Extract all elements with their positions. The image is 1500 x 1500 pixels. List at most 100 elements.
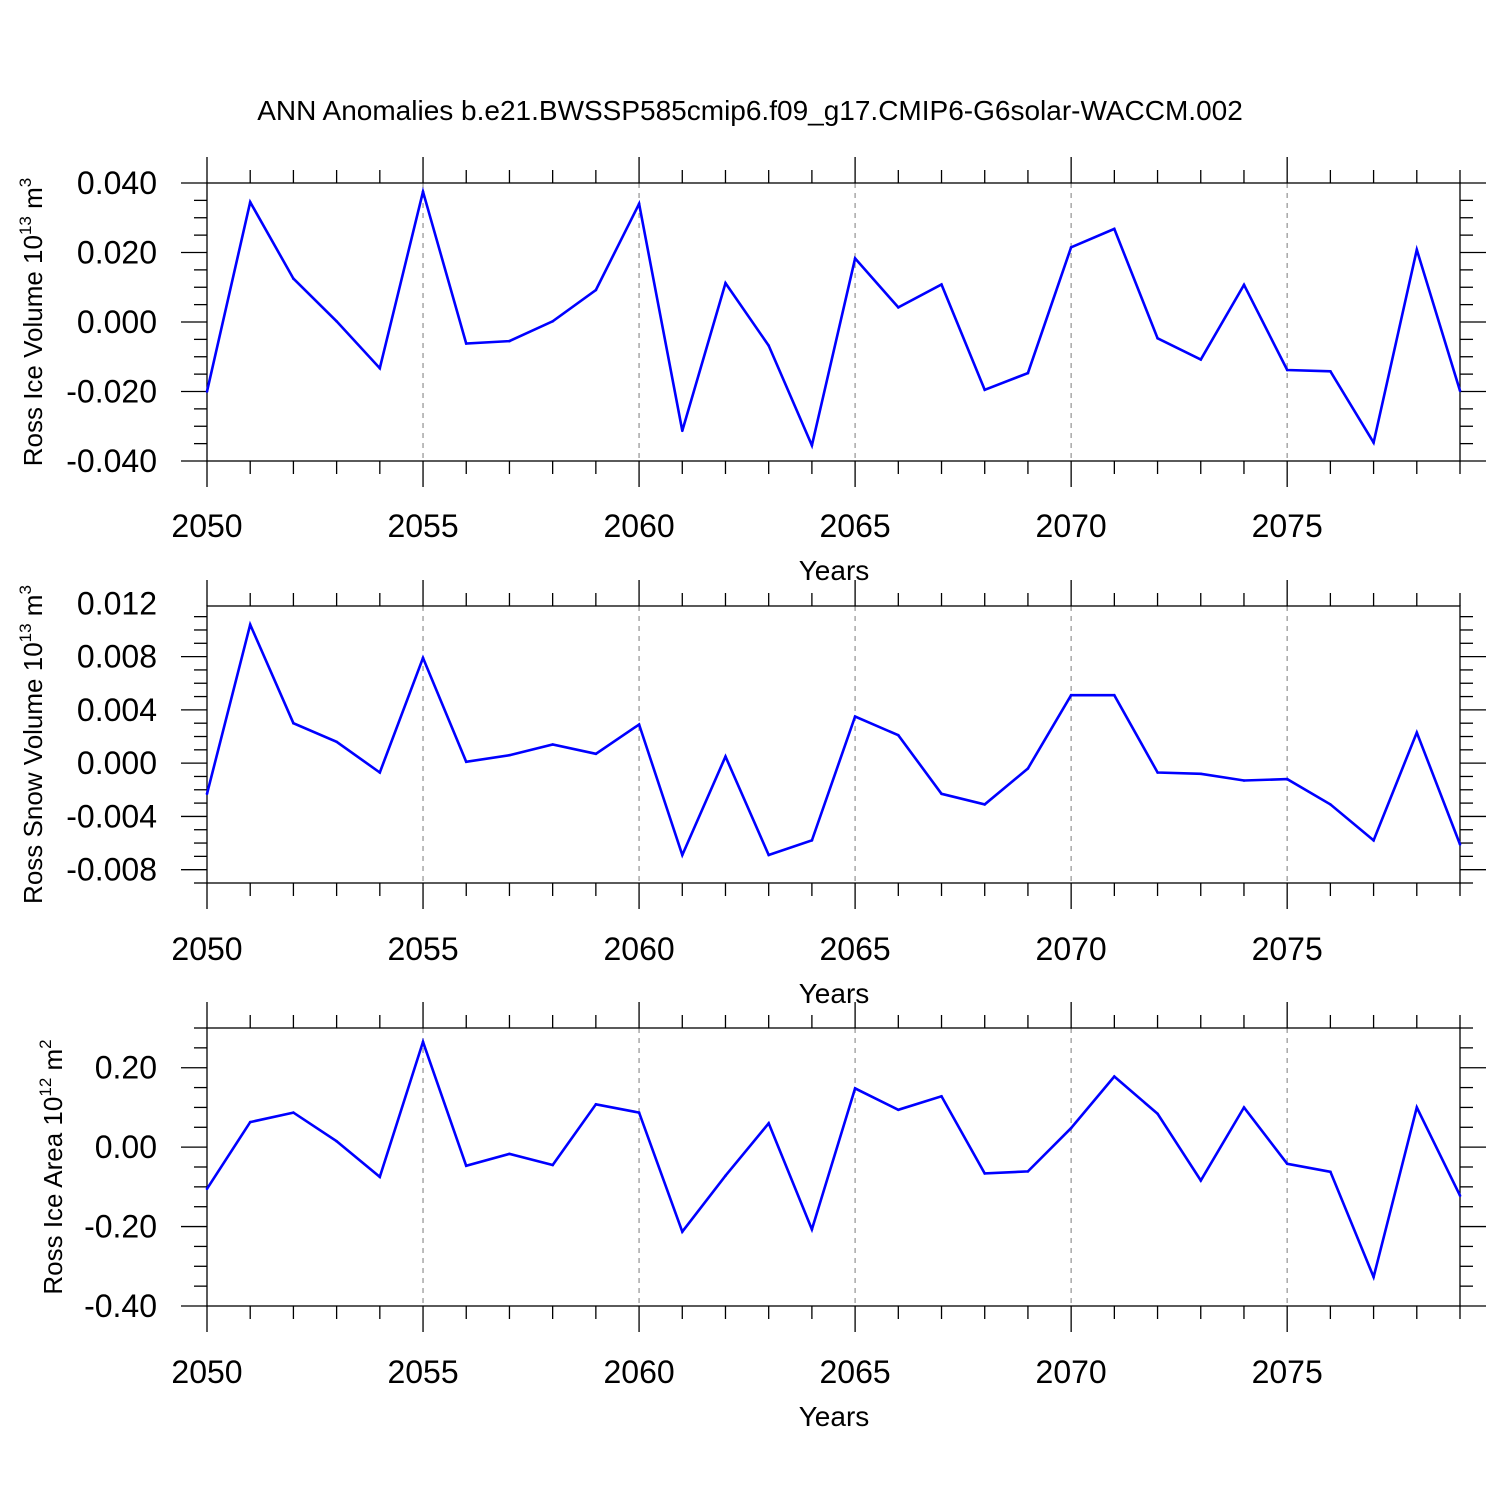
data-point (1242, 779, 1246, 782)
x-tick-label: 2075 (1252, 508, 1323, 544)
data-point (508, 1152, 511, 1156)
data-point (1026, 371, 1030, 375)
y-tick-label: 0.008 (77, 639, 157, 675)
data-point (508, 339, 511, 343)
panel-2: -0.008 -0.004 0.000 0.004 0.008 0.012 2050 2055… (16, 580, 1486, 1009)
data-point (637, 202, 641, 206)
data-point (853, 1087, 857, 1090)
y-tick-label: 0.000 (77, 745, 157, 781)
data-point (724, 281, 727, 285)
y-tick-label: 0.20 (95, 1050, 157, 1086)
data-point (292, 721, 295, 725)
data-point (205, 792, 209, 796)
x-tick-label: 2070 (1036, 1354, 1107, 1390)
data-point (853, 257, 857, 260)
x-tick-label: 2060 (603, 508, 674, 544)
data-point (292, 1111, 295, 1114)
data-point (594, 752, 598, 756)
data-point (1329, 370, 1332, 373)
data-point (378, 1175, 382, 1179)
y-axis-label: Ross Snow Volume 1013 m3 (16, 585, 48, 904)
y-tick-label: 0.004 (77, 692, 157, 728)
data-point (1415, 731, 1419, 734)
x-tick-label: 2060 (603, 1354, 674, 1390)
data-point (1372, 1275, 1375, 1279)
y-tick-label: 0.012 (77, 585, 157, 621)
data-point (205, 1187, 209, 1191)
data-point (335, 740, 338, 744)
x-axis-label: Years (799, 1401, 870, 1432)
data-point (681, 853, 684, 857)
y-tick-label: 0.000 (77, 304, 157, 340)
x-tick-label: 2065 (820, 1354, 891, 1390)
series-line (205, 1037, 1462, 1282)
y-tick-label: -0.20 (84, 1209, 157, 1245)
data-point (248, 623, 252, 626)
data-point (1113, 227, 1116, 231)
data-point (292, 277, 295, 280)
data-point (594, 288, 598, 292)
data-point (1372, 839, 1375, 842)
data-point (464, 342, 468, 345)
data-point (810, 839, 814, 842)
x-tick-label: 2070 (1036, 508, 1107, 544)
data-point (1199, 772, 1203, 776)
y-tick-label: -0.008 (66, 852, 157, 888)
panel-3: -0.40 -0.20 0.00 0.20 2050 2055 2060 2065 2070 20… (36, 1002, 1486, 1432)
data-point (1156, 337, 1159, 340)
data-point (378, 366, 382, 370)
data-point (1113, 1075, 1116, 1078)
data-point (681, 429, 684, 433)
x-tick-label: 2070 (1036, 931, 1107, 967)
data-point (1458, 1194, 1462, 1197)
data-point (767, 1122, 770, 1125)
data-point (1415, 1106, 1419, 1109)
x-tick-label: 2050 (171, 508, 242, 544)
data-point (897, 1108, 900, 1112)
data-point (248, 1120, 252, 1124)
data-point (1458, 843, 1462, 846)
data-point (940, 792, 943, 796)
data-point (1069, 246, 1073, 249)
y-tick-label: -0.020 (66, 374, 157, 410)
series-line (205, 186, 1462, 450)
data-point (335, 320, 338, 323)
x-tick-label: 2065 (820, 931, 891, 967)
y-tick-label: -0.040 (66, 443, 157, 479)
y-tick-label: 0.00 (95, 1129, 157, 1165)
x-tick-label: 2050 (171, 1354, 242, 1390)
data-point (1156, 771, 1159, 774)
data-point (551, 1163, 554, 1167)
x-tick-label: 2055 (387, 508, 458, 544)
x-tick-label: 2075 (1252, 931, 1323, 967)
x-tick-label: 2050 (171, 931, 242, 967)
data-point (464, 1164, 468, 1168)
data-point (1199, 1179, 1203, 1182)
data-point (1069, 1126, 1073, 1130)
data-point (205, 390, 209, 393)
data-point (378, 771, 382, 774)
data-point (940, 1095, 943, 1098)
data-point (551, 743, 554, 746)
data-point (1069, 693, 1073, 697)
data-point (1113, 693, 1116, 697)
y-tick-label: -0.40 (84, 1288, 157, 1324)
y-tick-label: 0.020 (77, 235, 157, 271)
figure-title: ANN Anomalies b.e21.BWSSP585cmip6.f09_g1… (257, 95, 1243, 126)
data-point (681, 1230, 684, 1233)
data-point (1329, 803, 1332, 806)
data-point (767, 344, 770, 347)
plot-frame (206, 1027, 1461, 1307)
y-tick-label: 0.040 (77, 165, 157, 201)
data-point (1156, 1112, 1159, 1116)
data-point (1372, 441, 1375, 444)
data-point (248, 200, 252, 204)
data-point (767, 853, 770, 857)
data-point (421, 1040, 425, 1044)
x-axis-label: Years (799, 555, 870, 586)
data-point (594, 1103, 598, 1106)
data-point (724, 1174, 727, 1177)
y-tick-label: -0.004 (66, 798, 157, 834)
data-point (1026, 767, 1030, 770)
x-tick-label: 2060 (603, 931, 674, 967)
